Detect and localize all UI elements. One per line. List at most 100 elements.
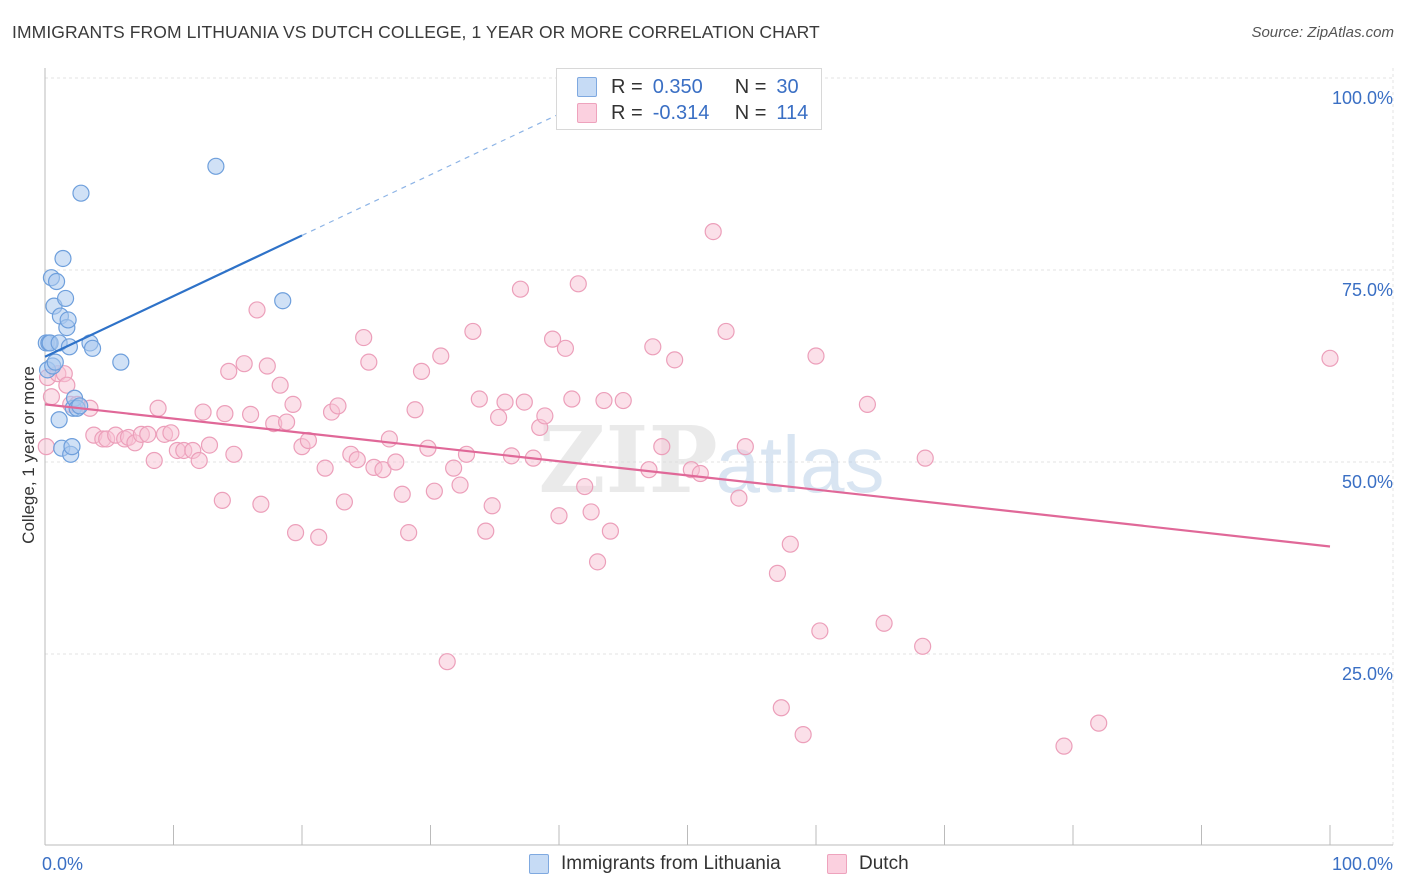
legend-swatch-lithuania <box>577 77 597 97</box>
data-point-dutch <box>316 459 334 477</box>
legend-r-value: -0.314 <box>652 101 710 124</box>
y-tick-label: 100.0% <box>1332 88 1393 108</box>
data-point-dutch <box>145 451 163 470</box>
data-point-dutch <box>477 522 495 540</box>
data-point-dutch <box>768 564 787 582</box>
y-tick-label: 50.0% <box>1342 472 1393 492</box>
data-point-dutch <box>213 491 231 509</box>
data-point-dutch <box>807 347 825 365</box>
data-point-dutch <box>858 395 877 413</box>
data-point-dutch <box>653 438 671 456</box>
data-point-dutch <box>380 430 398 448</box>
axes <box>44 68 1393 846</box>
legend-n-value: 114 <box>776 101 809 124</box>
data-point-dutch <box>400 524 418 542</box>
legend-swatch-lithuania <box>529 854 549 874</box>
data-point-dutch <box>220 362 238 380</box>
legend-n-label: N = <box>734 101 767 124</box>
data-point-dutch <box>470 390 488 408</box>
data-point-lithuania <box>46 353 64 371</box>
data-point-lithuania <box>54 249 72 268</box>
data-point-dutch <box>425 482 443 500</box>
legend-r-value: 0.350 <box>652 75 703 98</box>
data-point-lithuania <box>50 411 68 429</box>
data-point-dutch <box>563 390 581 408</box>
data-point-dutch <box>595 391 613 410</box>
watermark-zip: ZIP <box>538 406 717 514</box>
x-tick-label: 0.0% <box>42 854 83 874</box>
data-point-dutch <box>329 397 347 415</box>
legend-n-label: N = <box>734 75 767 98</box>
data-point-dutch <box>284 395 302 413</box>
data-point-dutch <box>149 399 167 417</box>
correlation-legend: R = 0.350 N = 30 R = -0.314 N = 114 <box>556 68 822 130</box>
x-tick-label: 100.0% <box>1332 854 1393 874</box>
data-point-dutch <box>445 459 463 477</box>
data-point-lithuania <box>71 397 89 415</box>
data-point-dutch <box>772 699 790 717</box>
data-point-dutch <box>335 493 354 511</box>
legend-item-dutch[interactable]: Dutch <box>827 853 909 875</box>
data-point-lithuania <box>47 272 66 291</box>
data-point-dutch <box>614 391 632 410</box>
tick-labels: 25.0% 50.0% 75.0% 100.0% 0.0% 100.0% <box>42 88 1393 874</box>
data-point-dutch <box>496 393 514 411</box>
data-point-dutch <box>200 436 219 454</box>
data-point-dutch <box>490 408 508 427</box>
legend-label-dutch: Dutch <box>859 853 909 874</box>
data-point-dutch <box>582 503 600 521</box>
data-point-dutch <box>252 495 270 513</box>
grid-lines <box>45 68 1394 845</box>
legend-r-label: R = <box>611 75 643 98</box>
chart-title: IMMIGRANTS FROM LITHUANIA VS DUTCH COLLE… <box>12 22 820 42</box>
data-point-dutch <box>1090 714 1108 732</box>
y-tick-label: 75.0% <box>1342 280 1393 300</box>
legend-item-lithuania[interactable]: Immigrants from Lithuania <box>529 853 781 875</box>
data-point-dutch <box>691 464 709 483</box>
data-point-dutch <box>601 522 620 540</box>
y-tick-label: 25.0% <box>1342 664 1393 684</box>
data-point-dutch <box>576 477 594 496</box>
data-point-dutch <box>794 726 812 744</box>
y-axis-label: College, 1 year or more <box>19 366 38 544</box>
legend-r-label: R = <box>611 101 643 124</box>
data-point-dutch <box>536 407 554 425</box>
data-point-dutch <box>811 622 829 640</box>
data-point-lithuania <box>72 184 90 202</box>
data-point-dutch <box>190 451 208 470</box>
data-point-dutch <box>387 453 405 471</box>
data-point-dutch <box>736 438 754 456</box>
legend-swatch-dutch <box>577 103 597 123</box>
data-point-dutch <box>355 328 373 347</box>
data-point-dutch <box>286 524 305 542</box>
data-point-dutch <box>194 403 212 421</box>
data-point-dutch <box>569 275 587 293</box>
data-point-dutch <box>162 424 180 442</box>
data-point-lithuania <box>207 157 225 175</box>
data-point-dutch <box>348 451 366 469</box>
data-point-dutch <box>393 485 411 503</box>
data-point-dutch <box>730 489 748 507</box>
data-point-dutch <box>42 388 61 406</box>
legend-label-lithuania: Immigrants from Lithuania <box>561 853 781 874</box>
legend-row-lithuania: R = 0.350 N = 30 <box>577 75 799 99</box>
data-point-lithuania <box>63 438 81 456</box>
data-point-dutch <box>483 497 501 515</box>
series-lithuania-points <box>37 157 292 463</box>
data-point-dutch <box>374 461 392 479</box>
data-point-dutch <box>248 301 266 319</box>
data-point-dutch <box>916 449 934 467</box>
data-point-dutch <box>457 445 476 463</box>
data-point-dutch <box>644 338 662 356</box>
trend-lines <box>44 113 1331 548</box>
data-point-dutch <box>1055 737 1073 755</box>
data-point-dutch <box>717 322 735 341</box>
data-point-dutch <box>58 376 76 394</box>
legend-n-value: 30 <box>776 75 799 98</box>
data-point-lithuania <box>112 353 130 371</box>
data-point-dutch <box>1321 349 1339 367</box>
data-point-dutch <box>515 393 533 411</box>
data-point-dutch <box>235 355 253 373</box>
data-point-dutch <box>258 357 276 375</box>
